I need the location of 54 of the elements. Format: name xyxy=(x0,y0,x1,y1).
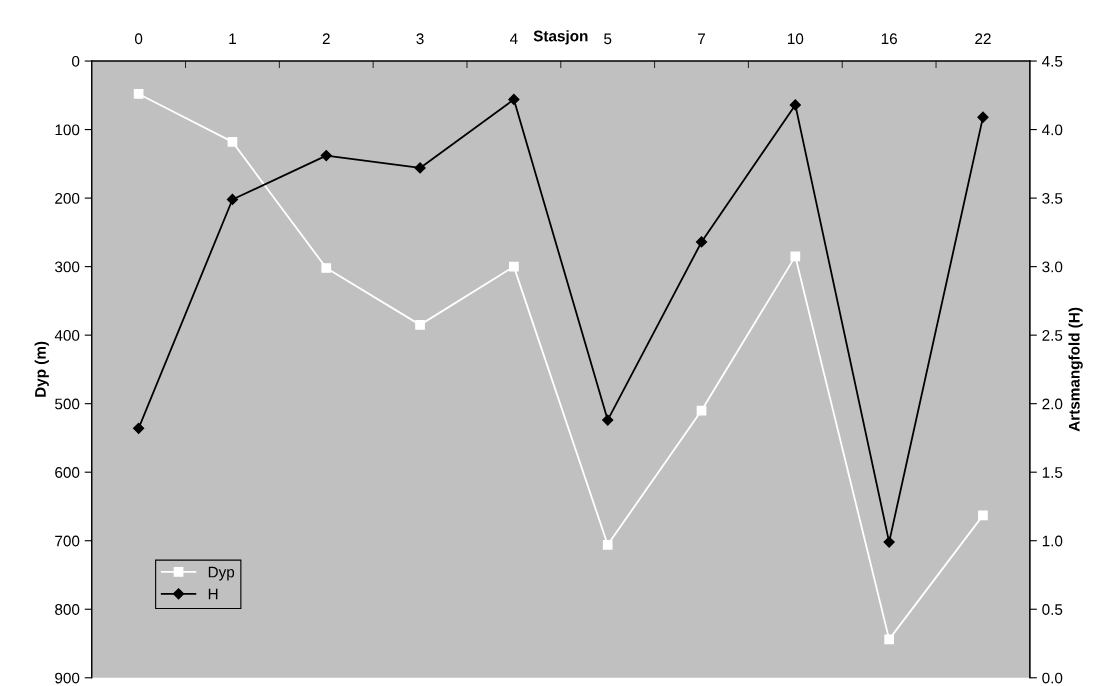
point xyxy=(133,89,144,99)
x-tick-label: 3 xyxy=(416,33,424,45)
point xyxy=(320,150,332,162)
point xyxy=(227,137,238,147)
x-axis-title: Stasjon xyxy=(533,30,588,45)
y-tick-label: 400 xyxy=(54,330,80,341)
point xyxy=(884,634,895,645)
y2-tick-label: 3.0 xyxy=(1042,261,1063,273)
x-tick-label: 16 xyxy=(881,33,897,45)
point xyxy=(790,251,801,262)
x-tick-label: 0 xyxy=(134,33,143,45)
point xyxy=(414,162,426,174)
y-axis-title: Dyp (m) xyxy=(34,341,49,397)
point xyxy=(602,539,613,550)
y-tick-label: 600 xyxy=(55,467,80,478)
y2-tick-label: 1.5 xyxy=(1042,467,1063,478)
y-tick-label: 500 xyxy=(55,398,80,410)
x-tick-label: 10 xyxy=(787,33,804,45)
x-tick-label: 1 xyxy=(229,33,236,44)
x-tick-label: 2 xyxy=(322,33,330,44)
y2-axis-title: Artsmangfold (H) xyxy=(1068,307,1083,432)
y2-tick-label: 2.0 xyxy=(1042,398,1063,410)
x-tick-label: 7 xyxy=(698,33,705,44)
y-tick-label: 700 xyxy=(55,535,80,547)
y-tick-label: 900 xyxy=(55,672,80,684)
y-tick-label: 100 xyxy=(55,124,80,136)
y2-tick-label: 4.5 xyxy=(1042,56,1063,67)
y2-tick-label: 2.5 xyxy=(1042,330,1063,341)
y2-tick-label: 1.0 xyxy=(1042,535,1063,547)
y2-tick-label: 0.5 xyxy=(1042,604,1063,615)
point xyxy=(226,193,239,206)
point xyxy=(509,261,519,272)
legend-label: H xyxy=(208,588,218,600)
x-tick-label: 5 xyxy=(604,33,612,45)
y2-tick-label: 3.5 xyxy=(1042,192,1063,204)
point xyxy=(883,536,895,548)
point xyxy=(415,320,425,330)
point xyxy=(978,510,988,521)
y2-tick-label: 0.0 xyxy=(1042,672,1063,684)
y2-tick-label: 4.0 xyxy=(1042,124,1063,136)
y-tick-label: 300 xyxy=(55,261,80,273)
y-tick-label: 0 xyxy=(72,55,80,67)
y-tick-label: 200 xyxy=(55,192,80,204)
point xyxy=(977,111,989,123)
point xyxy=(695,236,708,248)
point xyxy=(133,422,145,434)
x-tick-label: 4 xyxy=(509,33,518,44)
point xyxy=(789,99,801,111)
point xyxy=(602,414,614,426)
point xyxy=(321,263,332,273)
legend-label: Dyp xyxy=(208,566,235,581)
y-tick-label: 800 xyxy=(55,604,80,615)
x-tick-label: 22 xyxy=(975,33,991,44)
point xyxy=(508,93,520,106)
